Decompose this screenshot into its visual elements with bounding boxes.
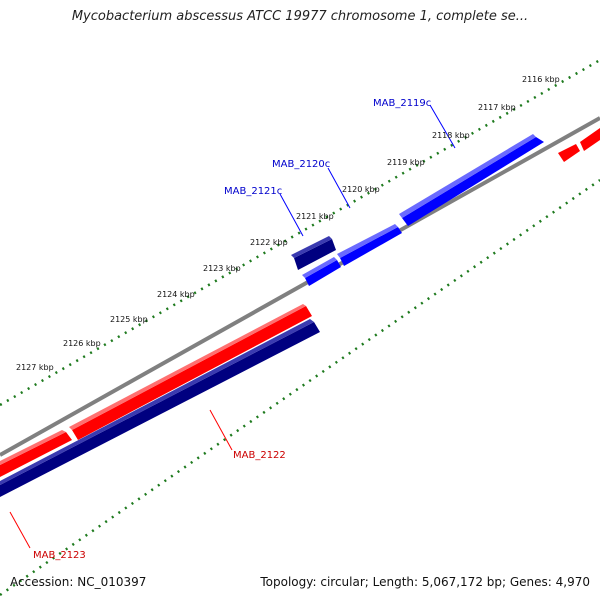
tick-label-2126: 2126 kbp [63,339,101,348]
red-feature-segment-1[interactable] [0,430,72,477]
red-feature-small-2[interactable] [580,128,600,151]
tick-label-2125: 2125 kbp [110,315,148,324]
accession-label: Accession: NC_010397 [10,575,147,589]
gene-label-MAB_2119c[interactable]: MAB_2119c [373,98,431,109]
tick-label-2122: 2122 kbp [250,238,288,247]
red-feature-segment-2[interactable] [69,304,312,440]
red-feature-small-1[interactable] [558,144,580,162]
tick-label-2118: 2118 kbp [432,131,470,140]
leader-MAB_2122 [209,409,233,451]
tick-label-2119: 2119 kbp [387,158,425,167]
leader-MAB_2120c [327,167,351,209]
gene-label-MAB_2120c[interactable]: MAB_2120c [272,159,330,170]
tick-label-2116: 2116 kbp [522,75,560,84]
leader-MAB_2119c [429,104,456,149]
gene-label-MAB_2123[interactable]: MAB_2123 [33,550,86,561]
tick-label-2120: 2120 kbp [342,185,380,194]
leader-MAB_2121c [279,193,304,237]
navy-feature-MAB_2121c[interactable] [291,236,336,270]
gene-label-MAB_2121c[interactable]: MAB_2121c [224,186,282,197]
tick-label-2123: 2123 kbp [203,264,241,273]
genome-summary: Topology: circular; Length: 5,067,172 bp… [260,575,590,589]
tick-label-2121: 2121 kbp [296,212,334,221]
inner-ruler-line [0,178,600,597]
blue-feature-MAB_2119c[interactable] [399,134,544,226]
blue-feature-small[interactable] [302,257,341,286]
navy-feature-long[interactable] [0,319,320,497]
tick-label-2124: 2124 kbp [157,290,195,299]
tick-label-2117: 2117 kbp [478,103,516,112]
blue-feature-MAB_2120c[interactable] [337,224,402,266]
map-title: Mycobacterium abscessus ATCC 19977 chrom… [71,9,529,24]
gene-label-MAB_2122[interactable]: MAB_2122 [233,450,286,461]
tick-label-2127: 2127 kbp [16,363,54,372]
leader-MAB_2123 [9,511,31,549]
outer-ruler-line [0,58,600,407]
chromosome-backbone [0,116,600,457]
